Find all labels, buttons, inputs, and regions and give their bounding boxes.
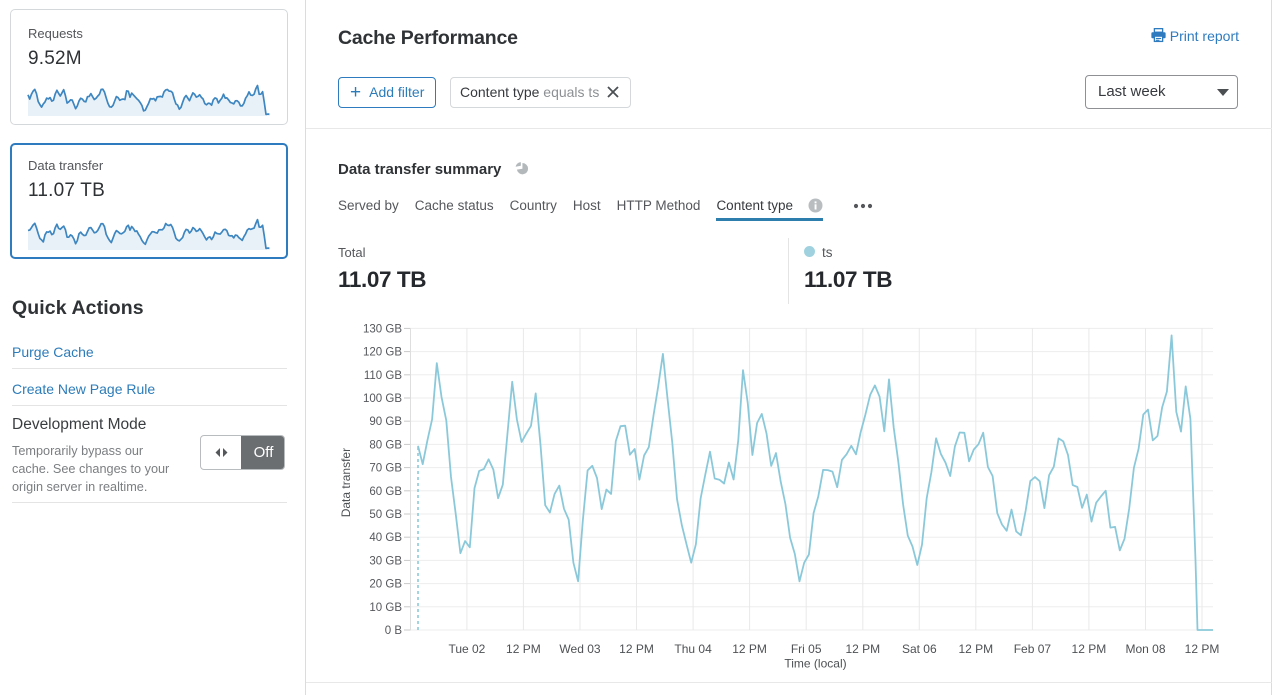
svg-text:Time (local): Time (local) <box>784 657 846 671</box>
svg-text:12 PM: 12 PM <box>619 642 654 656</box>
svg-text:12 PM: 12 PM <box>1072 642 1107 656</box>
svg-text:12 PM: 12 PM <box>506 642 541 656</box>
svg-text:12 PM: 12 PM <box>958 642 993 656</box>
svg-text:30 GB: 30 GB <box>369 555 402 567</box>
svg-text:Tue 02: Tue 02 <box>448 642 485 656</box>
svg-text:12 PM: 12 PM <box>732 642 767 656</box>
svg-text:Mon 08: Mon 08 <box>1125 642 1165 656</box>
svg-text:60 GB: 60 GB <box>369 486 402 498</box>
svg-text:110 GB: 110 GB <box>364 370 402 382</box>
svg-text:90 GB: 90 GB <box>369 416 402 428</box>
svg-text:80 GB: 80 GB <box>369 439 402 451</box>
svg-text:Feb 07: Feb 07 <box>1014 642 1052 656</box>
svg-text:12 PM: 12 PM <box>845 642 880 656</box>
svg-text:Fri 05: Fri 05 <box>791 642 822 656</box>
svg-text:130 GB: 130 GB <box>363 323 402 335</box>
svg-text:50 GB: 50 GB <box>369 509 402 521</box>
svg-text:Sat 06: Sat 06 <box>902 642 937 656</box>
svg-text:40 GB: 40 GB <box>369 532 402 544</box>
svg-text:70 GB: 70 GB <box>369 463 402 475</box>
svg-text:12 PM: 12 PM <box>1185 642 1220 656</box>
svg-text:0 B: 0 B <box>385 625 403 637</box>
svg-text:120 GB: 120 GB <box>363 347 402 359</box>
svg-text:Thu 04: Thu 04 <box>674 642 712 656</box>
svg-text:20 GB: 20 GB <box>369 579 402 591</box>
svg-text:Data transfer: Data transfer <box>339 448 353 517</box>
svg-text:100 GB: 100 GB <box>363 393 402 405</box>
svg-text:10 GB: 10 GB <box>369 602 402 614</box>
svg-text:Wed 03: Wed 03 <box>559 642 600 656</box>
